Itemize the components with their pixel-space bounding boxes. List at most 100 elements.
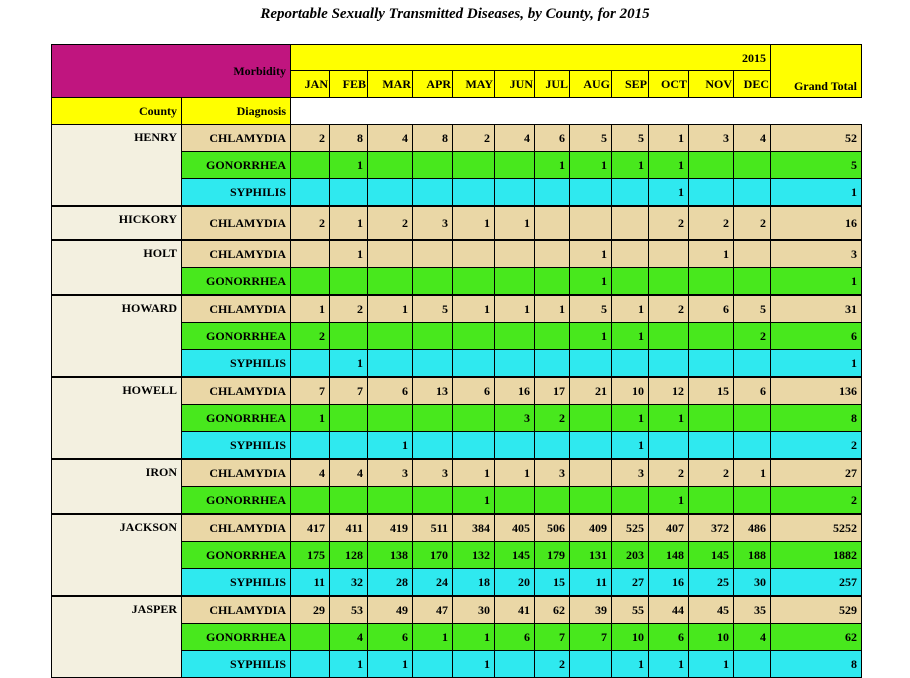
- table-row: GONORRHEA 175 128 138 170 132 145 179 131 203 148 1…: [52, 541, 862, 569]
- county-name: HOWELL: [51, 376, 182, 460]
- value-cell-mar: 6: [367, 623, 413, 651]
- value-cell-aug: 1: [569, 267, 612, 296]
- grand-total-cell: 27: [770, 458, 862, 487]
- value-cell-nov: [688, 431, 734, 460]
- value-cell-nov: [688, 151, 734, 179]
- diagnosis-cell: SYPHILIS: [181, 568, 291, 597]
- value-cell-sep: 3: [611, 458, 649, 487]
- month-header-dec: DEC: [733, 70, 771, 98]
- header-row-year: Morbidity 2015 Grand Total: [51, 44, 862, 98]
- value-cell-may: 1: [452, 650, 495, 678]
- value-cell-may: [452, 349, 495, 378]
- value-cell-apr: [412, 349, 453, 378]
- value-cell-nov: [688, 178, 734, 207]
- month-header-apr: APR: [412, 70, 453, 98]
- value-cell-dec: 2: [733, 205, 771, 241]
- value-cell-nov: 2: [688, 205, 734, 241]
- grand-total-cell: 1: [770, 349, 862, 378]
- value-cell-aug: [569, 650, 612, 678]
- value-cell-feb: 7: [329, 376, 368, 405]
- month-header-feb: FEB: [329, 70, 368, 98]
- value-cell-may: 2: [452, 124, 495, 152]
- value-cell-sep: [611, 205, 649, 241]
- month-header-oct: OCT: [648, 70, 689, 98]
- value-cell-dec: [733, 267, 771, 296]
- value-cell-jul: 506: [534, 513, 570, 542]
- value-cell-jun: 4: [494, 124, 535, 152]
- value-cell-feb: [329, 267, 368, 296]
- value-cell-feb: 1: [329, 151, 368, 179]
- table-row: GONORRHEA 1 1: [52, 267, 862, 296]
- value-cell-oct: 2: [648, 205, 689, 241]
- value-cell-sep: 1: [611, 294, 649, 323]
- value-cell-may: 6: [452, 376, 495, 405]
- value-cell-jul: [534, 178, 570, 207]
- value-cell-oct: [648, 267, 689, 296]
- value-cell-aug: [569, 431, 612, 460]
- value-cell-nov: 10: [688, 623, 734, 651]
- value-cell-mar: [367, 349, 413, 378]
- value-cell-dec: [733, 151, 771, 179]
- value-cell-oct: 6: [648, 623, 689, 651]
- value-cell-dec: 1: [733, 458, 771, 487]
- value-cell-jun: [494, 267, 535, 296]
- value-cell-nov: [688, 404, 734, 432]
- value-cell-jul: 3: [534, 458, 570, 487]
- value-cell-jul: 2: [534, 650, 570, 678]
- value-cell-jul: [534, 431, 570, 460]
- value-cell-jul: 179: [534, 541, 570, 569]
- value-cell-mar: 28: [367, 568, 413, 597]
- diagnosis-cell: GONORRHEA: [181, 541, 291, 569]
- value-cell-mar: 6: [367, 376, 413, 405]
- value-cell-dec: 486: [733, 513, 771, 542]
- table-row: GONORRHEA 2 1 1 2 6: [52, 322, 862, 350]
- value-cell-apr: 3: [412, 205, 453, 241]
- value-cell-jan: 2: [290, 205, 330, 241]
- table-body: Morbidity 2015 Grand Total JAN FEB MAR APR M…: [51, 44, 862, 678]
- value-cell-sep: 1: [611, 650, 649, 678]
- value-cell-oct: [648, 431, 689, 460]
- value-cell-aug: 1: [569, 151, 612, 179]
- value-cell-jun: 1: [494, 458, 535, 487]
- value-cell-dec: 5: [733, 294, 771, 323]
- value-cell-jun: [494, 151, 535, 179]
- table-row: HOWELL CHLAMYDIA 7 7 6 13 6 16 17 21 10 12 15 6 136: [51, 376, 862, 460]
- value-cell-sep: 5: [611, 124, 649, 152]
- grand-total-cell: 62: [770, 623, 862, 651]
- value-cell-jan: 2: [290, 322, 330, 350]
- grand-total-cell: 2: [770, 431, 862, 460]
- value-cell-aug: [569, 404, 612, 432]
- value-cell-jun: [494, 239, 535, 268]
- value-cell-jul: 1: [534, 294, 570, 323]
- value-cell-may: [452, 404, 495, 432]
- value-cell-mar: 1: [367, 650, 413, 678]
- value-cell-aug: [569, 458, 612, 487]
- value-cell-nov: 6: [688, 294, 734, 323]
- value-cell-jul: [534, 239, 570, 268]
- value-cell-aug: 5: [569, 294, 612, 323]
- value-cell-jan: 2: [290, 124, 330, 152]
- value-cell-feb: 53: [329, 595, 368, 624]
- table-row: SYPHILIS 1 1: [52, 349, 862, 378]
- diagnosis-cell: CHLAMYDIA: [181, 124, 291, 152]
- month-header-may: MAY: [452, 70, 495, 98]
- value-cell-jan: 1: [290, 294, 330, 323]
- value-cell-dec: 4: [733, 623, 771, 651]
- value-cell-jul: 15: [534, 568, 570, 597]
- month-header-aug: AUG: [569, 70, 612, 98]
- std-table: Morbidity 2015 Grand Total JAN FEB MAR APR M…: [51, 44, 862, 678]
- value-cell-aug: 7: [569, 623, 612, 651]
- value-cell-sep: 1: [611, 322, 649, 350]
- value-cell-sep: 10: [611, 623, 649, 651]
- value-cell-jun: 145: [494, 541, 535, 569]
- value-cell-apr: [412, 239, 453, 268]
- value-cell-mar: [367, 404, 413, 432]
- value-cell-sep: [611, 267, 649, 296]
- value-cell-nov: [688, 322, 734, 350]
- value-cell-dec: 30: [733, 568, 771, 597]
- value-cell-feb: [329, 404, 368, 432]
- value-cell-jun: 16: [494, 376, 535, 405]
- value-cell-feb: 1: [329, 239, 368, 268]
- value-cell-dec: [733, 404, 771, 432]
- value-cell-mar: 419: [367, 513, 413, 542]
